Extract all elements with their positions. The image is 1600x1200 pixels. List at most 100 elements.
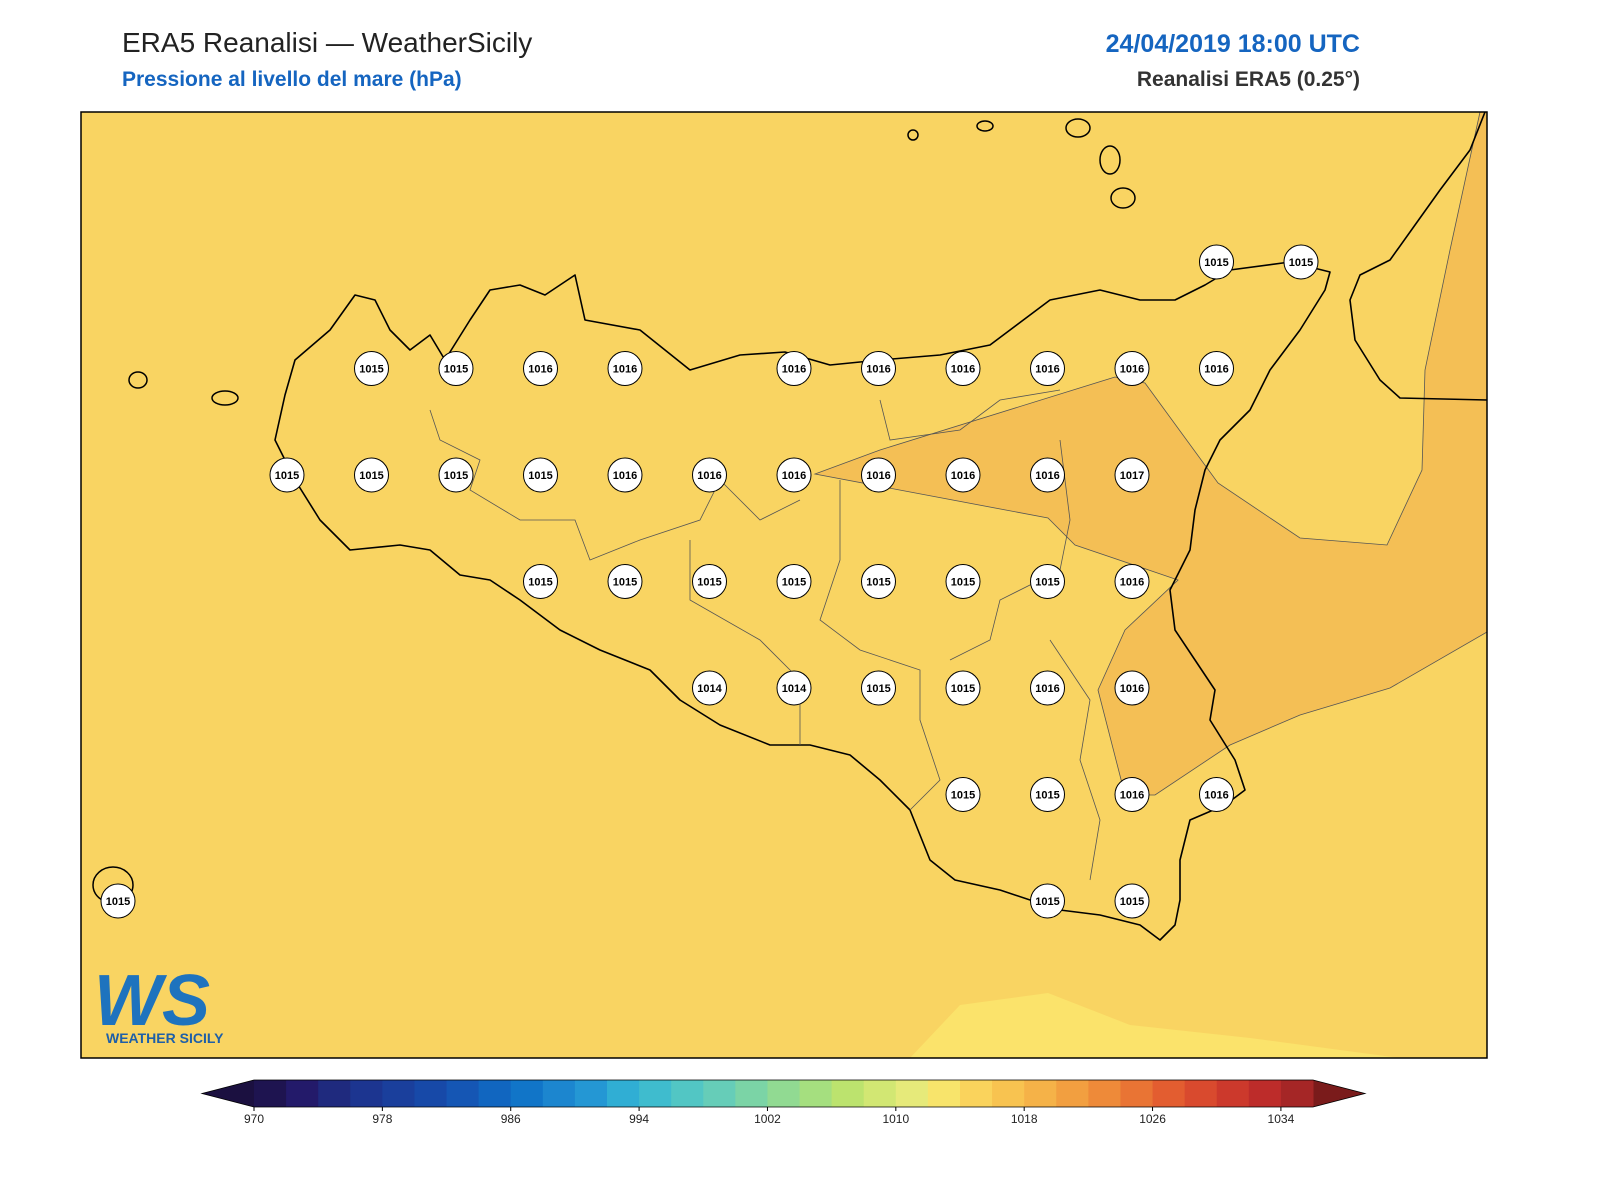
station-value: 1015 xyxy=(613,577,637,589)
station-marker xyxy=(438,457,474,493)
colorbar-segment xyxy=(895,1080,929,1107)
station-marker xyxy=(1030,777,1065,812)
station-value: 1016 xyxy=(1035,683,1059,695)
station-marker xyxy=(607,457,643,493)
station-value: 1015 xyxy=(359,470,383,482)
station-value: 1016 xyxy=(1120,683,1144,695)
station-value: 1016 xyxy=(613,364,637,376)
station-marker xyxy=(438,351,474,386)
station-marker xyxy=(523,351,558,386)
station-value: 1014 xyxy=(697,683,722,695)
colorbar-extend-low xyxy=(202,1080,254,1107)
station-marker xyxy=(1030,564,1065,599)
station-value: 1016 xyxy=(1120,364,1144,376)
station-marker xyxy=(1114,883,1150,919)
colorbar-segment xyxy=(927,1080,961,1107)
colorbar-segment xyxy=(1056,1080,1089,1107)
colorbar-segment xyxy=(254,1080,287,1107)
colorbar-segment xyxy=(1120,1080,1154,1107)
colorbar-segment xyxy=(1088,1080,1121,1107)
station-value: 1016 xyxy=(866,470,890,482)
station-marker xyxy=(861,351,896,386)
colorbar-segment xyxy=(735,1080,768,1107)
station-marker xyxy=(1199,244,1234,280)
station-marker xyxy=(776,564,812,599)
station-marker xyxy=(692,564,727,599)
island xyxy=(1065,118,1091,138)
station-marker xyxy=(354,457,389,493)
station-value: 1016 xyxy=(1204,790,1228,802)
station-marker xyxy=(945,777,981,812)
station-value: 1015 xyxy=(1289,257,1313,269)
station-marker xyxy=(269,457,305,493)
station-value: 1016 xyxy=(697,470,721,482)
island xyxy=(1110,187,1136,209)
colorbar-tick-label: 994 xyxy=(629,1112,649,1126)
logo: WS WEATHER SICILY xyxy=(94,961,224,1046)
station-marker xyxy=(1199,777,1234,812)
pressure-area-low xyxy=(910,993,1400,1058)
station-value: 1016 xyxy=(951,470,975,482)
station-value: 1015 xyxy=(1204,257,1228,269)
colorbar-segment xyxy=(350,1080,383,1107)
pressure-area-high xyxy=(813,111,1488,796)
station-value: 1016 xyxy=(782,470,806,482)
station-value: 1016 xyxy=(1120,577,1144,589)
station-marker xyxy=(1114,457,1150,493)
station-marker xyxy=(861,457,896,493)
logo-name: WEATHER SICILY xyxy=(106,1030,224,1046)
station-marker xyxy=(776,351,812,386)
station-marker xyxy=(607,564,643,599)
colorbar-segment xyxy=(639,1080,672,1107)
station-value: 1015 xyxy=(951,683,975,695)
colorbar-extend-high xyxy=(1313,1080,1365,1107)
station-value: 1015 xyxy=(1035,896,1059,908)
colorbar-segment xyxy=(607,1080,640,1107)
station-marker xyxy=(945,457,981,493)
colorbar-segment xyxy=(478,1080,512,1107)
station-value: 1015 xyxy=(866,577,890,589)
station-marker xyxy=(354,351,389,386)
station-value: 1015 xyxy=(951,577,975,589)
station-value: 1015 xyxy=(782,577,806,589)
station-marker xyxy=(1199,351,1234,386)
station-marker xyxy=(523,457,558,493)
colorbar-segment xyxy=(318,1080,351,1107)
colorbar-tick-label: 1002 xyxy=(754,1112,781,1126)
colorbar-tick-label: 1026 xyxy=(1139,1112,1166,1126)
station-value: 1016 xyxy=(866,364,890,376)
station-marker xyxy=(607,351,643,386)
colorbar-segment xyxy=(510,1080,544,1107)
colorbar-segment xyxy=(1216,1080,1250,1107)
colorbar-segment xyxy=(960,1080,993,1107)
map: 1015 1015 1015 1015 1016 1016 1016 1016 1016 1016… xyxy=(80,111,1488,1059)
colorbar-tick-label: 1018 xyxy=(1011,1112,1038,1126)
station-value: 1015 xyxy=(528,470,552,482)
colorbar-tick-label: 1034 xyxy=(1268,1112,1295,1126)
colorbar-segment xyxy=(863,1080,897,1107)
station-value: 1015 xyxy=(444,364,468,376)
colorbar-segment xyxy=(1152,1080,1186,1107)
station-marker xyxy=(1114,351,1150,386)
station-marker xyxy=(523,564,558,599)
station-value: 1016 xyxy=(1204,364,1228,376)
colorbar-tick-label: 970 xyxy=(244,1112,264,1126)
island xyxy=(976,120,994,132)
station-value: 1014 xyxy=(782,683,807,695)
station-marker xyxy=(945,670,981,706)
colorbar-tick-label: 1010 xyxy=(882,1112,909,1126)
colorbar-segment xyxy=(446,1080,480,1107)
station-value: 1015 xyxy=(866,683,890,695)
colorbar-segment xyxy=(767,1080,801,1107)
station-value: 1016 xyxy=(1035,364,1059,376)
station-value: 1016 xyxy=(951,364,975,376)
station-marker xyxy=(1114,564,1150,599)
title: ERA5 Reanalisi — WeatherSicily xyxy=(122,27,532,58)
station-value: 1015 xyxy=(1035,577,1059,589)
colorbar-segment xyxy=(799,1080,833,1107)
station-value: 1015 xyxy=(1120,896,1144,908)
island xyxy=(128,371,148,389)
station-marker xyxy=(1283,244,1319,280)
station-value: 1015 xyxy=(1035,790,1059,802)
